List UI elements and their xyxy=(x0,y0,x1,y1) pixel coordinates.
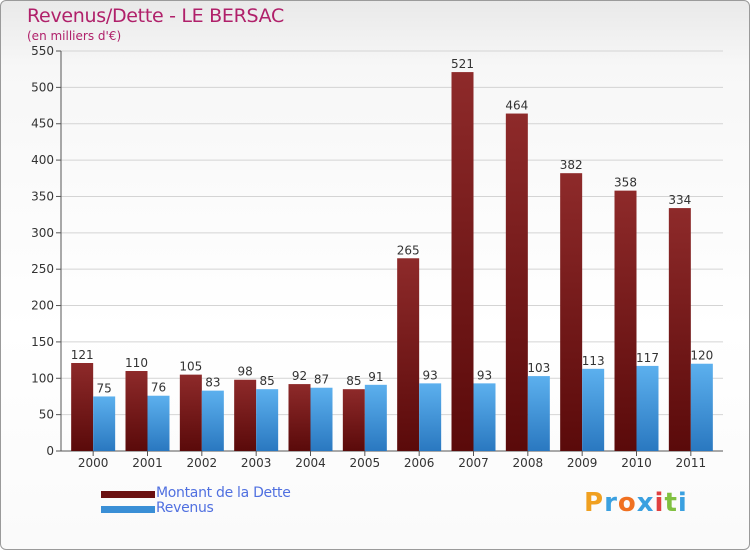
logo-letter: o xyxy=(617,488,637,518)
bar-revenue xyxy=(473,383,496,451)
y-tick-label: 250 xyxy=(31,262,54,276)
logo-letter: P xyxy=(584,488,605,518)
bar-debt xyxy=(234,379,257,451)
data-label-debt: 92 xyxy=(292,369,307,383)
x-tick-label: 2004 xyxy=(295,456,326,470)
y-tick-label: 50 xyxy=(39,408,54,422)
bar-revenue xyxy=(582,368,605,451)
y-tick-label: 200 xyxy=(31,299,54,313)
y-tick-label: 450 xyxy=(31,117,54,131)
logo-letter: x xyxy=(636,488,655,518)
bar-debt xyxy=(505,113,528,451)
chart-title: Revenus/Dette - LE BERSAC xyxy=(27,5,284,27)
x-tick-label: 2005 xyxy=(350,456,381,470)
bar-revenue xyxy=(147,395,170,451)
data-label-debt: 358 xyxy=(614,176,637,190)
bar-revenue xyxy=(419,383,442,451)
data-label-revenue: 91 xyxy=(368,370,383,384)
y-tick-label: 150 xyxy=(31,335,54,349)
bar-revenue xyxy=(256,389,279,451)
legend-swatch-debt xyxy=(101,491,155,498)
legend-label-revenue: Revenus xyxy=(156,500,214,516)
data-label-revenue: 76 xyxy=(151,381,166,395)
y-tick-label: 0 xyxy=(46,444,54,458)
x-tick-label: 2008 xyxy=(513,456,544,470)
bar-debt xyxy=(668,208,691,451)
data-label-revenue: 120 xyxy=(690,349,713,363)
x-tick-label: 2002 xyxy=(187,456,218,470)
bar-revenue xyxy=(93,396,116,451)
bar-debt xyxy=(614,190,637,452)
bar-revenue xyxy=(636,365,659,451)
legend-swatch-revenue xyxy=(101,506,155,513)
x-tick-label: 2010 xyxy=(621,456,652,470)
logo-letter: t xyxy=(664,488,678,518)
logo-letter: i xyxy=(654,488,665,518)
data-label-debt: 464 xyxy=(505,99,528,113)
chart-subtitle: (en milliers d'€) xyxy=(27,29,122,43)
x-tick-label: 2007 xyxy=(458,456,489,470)
data-label-debt: 105 xyxy=(179,360,202,374)
data-label-revenue: 103 xyxy=(527,361,550,375)
y-tick-label: 300 xyxy=(31,226,54,240)
bar-revenue xyxy=(690,363,713,451)
data-label-debt: 521 xyxy=(451,57,474,71)
y-tick-label: 400 xyxy=(31,153,54,167)
x-tick-label: 2006 xyxy=(404,456,435,470)
bar-debt xyxy=(125,371,148,451)
bar-debt xyxy=(342,389,365,451)
proxiti-logo: Proxiti xyxy=(584,488,688,518)
logo-letter: r xyxy=(604,488,618,518)
data-label-revenue: 93 xyxy=(477,368,492,382)
data-label-revenue: 75 xyxy=(97,381,112,395)
bar-debt xyxy=(71,363,94,451)
bar-debt xyxy=(560,173,583,451)
bar-revenue xyxy=(201,390,224,451)
data-label-debt: 85 xyxy=(346,374,361,388)
data-label-revenue: 93 xyxy=(423,368,438,382)
data-label-revenue: 117 xyxy=(636,351,659,365)
data-label-debt: 98 xyxy=(238,365,253,379)
data-label-debt: 265 xyxy=(397,243,420,257)
y-tick-label: 350 xyxy=(31,189,54,203)
x-tick-label: 2011 xyxy=(676,456,707,470)
x-tick-label: 2000 xyxy=(78,456,109,470)
bar-debt xyxy=(179,374,202,451)
legend-label-debt: Montant de la Dette xyxy=(156,485,291,501)
x-tick-label: 2003 xyxy=(241,456,272,470)
y-tick-label: 100 xyxy=(31,371,54,385)
bar-revenue xyxy=(364,384,387,451)
data-label-debt: 121 xyxy=(71,348,94,362)
bar-debt xyxy=(397,258,420,451)
data-label-debt: 334 xyxy=(668,193,691,207)
data-label-revenue: 113 xyxy=(582,354,605,368)
bar-revenue xyxy=(310,387,333,451)
logo-letter: i xyxy=(677,488,688,518)
data-label-debt: 110 xyxy=(125,356,148,370)
data-label-revenue: 83 xyxy=(205,376,220,390)
bar-revenue xyxy=(527,376,550,451)
y-tick-label: 550 xyxy=(31,44,54,58)
data-label-revenue: 87 xyxy=(314,373,329,387)
x-tick-label: 2001 xyxy=(132,456,163,470)
data-label-revenue: 85 xyxy=(260,374,275,388)
bar-debt xyxy=(451,72,474,451)
x-tick-label: 2009 xyxy=(567,456,598,470)
data-label-debt: 382 xyxy=(560,158,583,172)
bar-debt xyxy=(288,384,311,451)
y-tick-label: 500 xyxy=(31,80,54,94)
